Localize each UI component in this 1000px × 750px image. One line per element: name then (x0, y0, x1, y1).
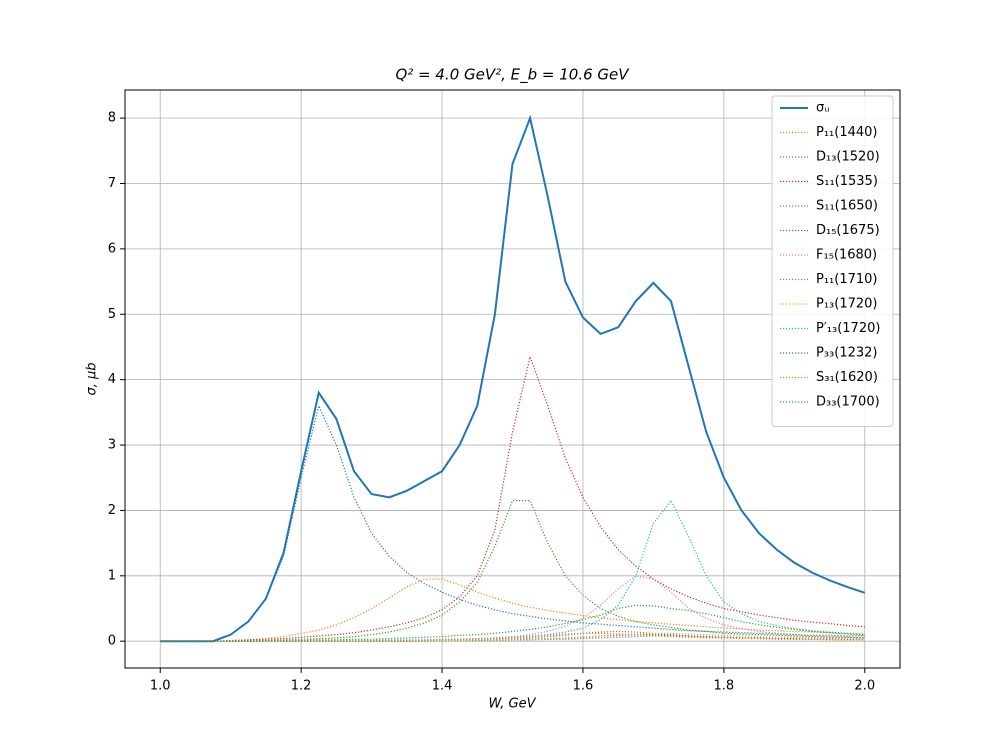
legend-label: P₃₃(1232) (816, 346, 878, 361)
series-line (160, 499, 865, 642)
y-tick-label: 8 (108, 111, 116, 126)
series-line (160, 403, 865, 642)
y-tick-label: 1 (108, 568, 116, 583)
y-tick-label: 6 (108, 241, 116, 256)
y-tick-label: 5 (108, 307, 116, 322)
series-line (160, 575, 865, 642)
legend-label: P′₁₃(1720) (816, 321, 880, 336)
y-tick-label: 0 (108, 634, 116, 649)
x-tick-label: 1.2 (291, 679, 312, 694)
y-axis-label: σ, μb (85, 362, 100, 395)
series-line (160, 578, 865, 642)
x-tick-label: 1.0 (150, 679, 171, 694)
legend-label: S₁₁(1535) (816, 174, 878, 189)
x-tick-label: 1.8 (714, 679, 735, 694)
y-tick-label: 3 (108, 438, 116, 453)
series-line (160, 354, 865, 642)
chart-title: Q² = 4.0 GeV², E_b = 10.6 GeV (395, 66, 630, 85)
series-line (160, 632, 865, 642)
y-tick-label: 4 (108, 372, 116, 387)
series-line (160, 604, 865, 642)
legend-label: P₁₃(1720) (816, 297, 878, 312)
y-tick-label: 2 (108, 503, 116, 518)
legend-label: S₁₁(1650) (816, 199, 878, 214)
legend-label: σᵤ (816, 101, 830, 116)
legend-label: P₁₁(1440) (816, 125, 878, 140)
plot-frame (124, 89, 901, 669)
x-axis-label: W, GeV (488, 697, 536, 712)
y-tick-label: 7 (108, 176, 116, 191)
legend-label: S₃₁(1620) (816, 370, 878, 385)
legend-label: F₁₅(1680) (816, 248, 877, 263)
x-tick-label: 1.4 (432, 679, 453, 694)
legend-label: D₁₃(1520) (816, 150, 880, 165)
series-line (160, 500, 865, 642)
x-tick-label: 2.0 (854, 679, 875, 694)
x-tick-label: 1.6 (573, 679, 594, 694)
legend-label: P₁₁(1710) (816, 272, 878, 287)
legend-label: D₁₅(1675) (816, 223, 880, 238)
legend-box (771, 95, 894, 427)
series-line (160, 114, 866, 643)
legend-label: D₃₃(1700) (816, 395, 880, 410)
